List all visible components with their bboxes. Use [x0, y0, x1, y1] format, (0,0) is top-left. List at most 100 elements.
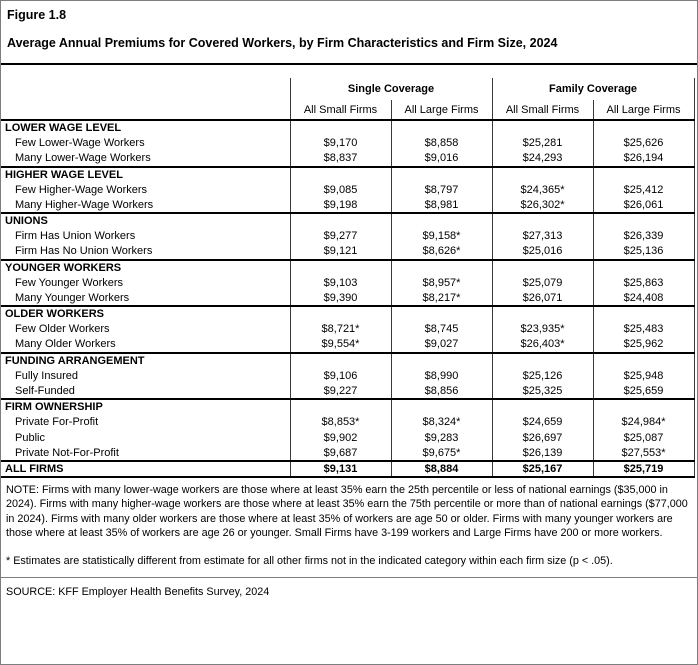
row-label: Few Older Workers [15, 323, 110, 336]
value-cell: $9,554* [289, 337, 391, 353]
section-header-row: UNIONS [1, 212, 695, 229]
value-cell: $9,158* [390, 228, 493, 244]
header-spacer-cell [1, 78, 290, 100]
value-cell: $8,990 [390, 368, 493, 384]
value-cell: $26,061 [592, 197, 695, 213]
table-row: Many Younger Workers $9,390 $8,217* $26,071… [1, 290, 695, 306]
value-cell: $9,085 [289, 182, 391, 198]
asterisk-note: * Estimates are statistically different … [6, 554, 613, 567]
table-row: Few Younger Workers $9,103 $8,957* $25,079 $… [1, 275, 695, 291]
section-header-row: FUNDING ARRANGEMENT [1, 351, 695, 368]
section-header-label: FUNDING ARRANGEMENT [1, 351, 290, 368]
value-cell: $9,016 [390, 151, 493, 167]
value-cell: $27,553* [592, 445, 695, 461]
value-cell: $25,325 [491, 383, 594, 399]
value-cell: $26,403* [491, 337, 594, 353]
empty-cell [491, 119, 594, 136]
section-header-row: HIGHER WAGE LEVEL [1, 165, 695, 182]
value-cell: $8,797 [390, 182, 493, 198]
source-divider [1, 576, 697, 578]
header-spacer-cell [1, 100, 290, 120]
all-firms-value-cell: $8,884 [390, 460, 493, 478]
section-header-row: OLDER WORKERS [1, 305, 695, 322]
empty-cell [491, 212, 594, 229]
figure-label: Figure 1.8 [7, 8, 67, 22]
empty-cell [390, 119, 493, 136]
empty-cell [592, 398, 695, 415]
table-row: Few Older Workers $8,721* $8,745 $23,935* $2… [1, 321, 695, 337]
empty-cell [491, 305, 594, 322]
value-cell: $9,198 [289, 197, 391, 213]
value-cell: $9,227 [289, 383, 391, 399]
table-row: Firm Has Union Workers $9,277 $9,158* $27,3… [1, 228, 695, 244]
table-row: Few Lower-Wage Workers $9,170 $8,858 $25,28… [1, 135, 695, 151]
value-cell: $9,103 [289, 275, 391, 291]
value-cell: $25,079 [491, 275, 594, 291]
value-cell: $24,659 [491, 414, 594, 430]
empty-cell [592, 258, 695, 275]
column-header-family-large: All Large Firms [592, 100, 695, 120]
value-cell: $9,283 [390, 430, 493, 446]
row-label: Fully Insured [15, 369, 78, 382]
all-firms-value-cell: $25,167 [491, 460, 594, 478]
value-cell: $25,016 [491, 244, 594, 260]
value-cell: $9,390 [289, 290, 391, 306]
value-cell: $9,902 [289, 430, 391, 446]
value-cell: $9,106 [289, 368, 391, 384]
value-cell: $8,217* [390, 290, 493, 306]
value-cell: $25,281 [491, 135, 594, 151]
empty-cell [390, 351, 493, 368]
empty-cell [289, 165, 391, 182]
column-header-single-small: All Small Firms [289, 100, 391, 120]
section-header-label: FIRM OWNERSHIP [1, 398, 290, 415]
row-label: Many Older Workers [15, 338, 116, 351]
row-label: Firm Has Union Workers [15, 230, 136, 243]
section-header-row: YOUNGER WORKERS [1, 258, 695, 275]
figure-header: Figure 1.8 Average Annual Premiums for C… [1, 1, 697, 50]
value-cell: $23,935* [491, 321, 594, 337]
empty-cell [289, 305, 391, 322]
value-cell: $8,837 [289, 151, 391, 167]
value-cell: $25,136 [592, 244, 695, 260]
source-text: SOURCE: KFF Employer Health Benefits Sur… [6, 585, 270, 598]
value-cell: $9,277 [289, 228, 391, 244]
value-cell: $25,626 [592, 135, 695, 151]
table-row: Many Older Workers $9,554* $9,027 $26,403* $… [1, 337, 695, 353]
row-label: Public [15, 431, 45, 444]
column-header-row: All Small Firms All Large Firms All Smal… [1, 100, 695, 120]
table-row: Firm Has No Union Workers $9,121 $8,626* $2… [1, 244, 695, 260]
value-cell: $27,313 [491, 228, 594, 244]
value-cell: $26,139 [491, 445, 594, 461]
column-header-single-large: All Large Firms [390, 100, 493, 120]
table-row: Private For-Profit $8,853* $8,324* $24,659 $… [1, 414, 695, 430]
value-cell: $25,948 [592, 368, 695, 384]
value-cell: $9,121 [289, 244, 391, 260]
row-label: Self-Funded [15, 384, 75, 397]
empty-cell [592, 305, 695, 322]
empty-cell [491, 165, 594, 182]
value-cell: $25,087 [592, 430, 695, 446]
value-cell: $9,027 [390, 337, 493, 353]
section-header-row: FIRM OWNERSHIP [1, 398, 695, 415]
value-cell: $26,339 [592, 228, 695, 244]
empty-cell [289, 351, 391, 368]
title-divider [1, 63, 697, 65]
empty-cell [491, 351, 594, 368]
table-row: Few Higher-Wage Workers $9,085 $8,797 $24,3… [1, 182, 695, 198]
value-cell: $8,981 [390, 197, 493, 213]
value-cell: $8,957* [390, 275, 493, 291]
value-cell: $25,962 [592, 337, 695, 353]
all-firms-row: ALL FIRMS $9,131 $8,884 $25,167 $25,719 [1, 460, 695, 478]
empty-cell [289, 398, 391, 415]
value-cell: $9,687 [289, 445, 391, 461]
empty-cell [491, 258, 594, 275]
value-cell: $26,697 [491, 430, 594, 446]
empty-cell [390, 212, 493, 229]
value-cell: $26,302* [491, 197, 594, 213]
value-cell: $26,071 [491, 290, 594, 306]
empty-cell [390, 398, 493, 415]
value-cell: $24,365* [491, 182, 594, 198]
row-label: Firm Has No Union Workers [15, 245, 153, 258]
figure-title: Average Annual Premiums for Covered Work… [7, 36, 558, 50]
empty-cell [390, 305, 493, 322]
